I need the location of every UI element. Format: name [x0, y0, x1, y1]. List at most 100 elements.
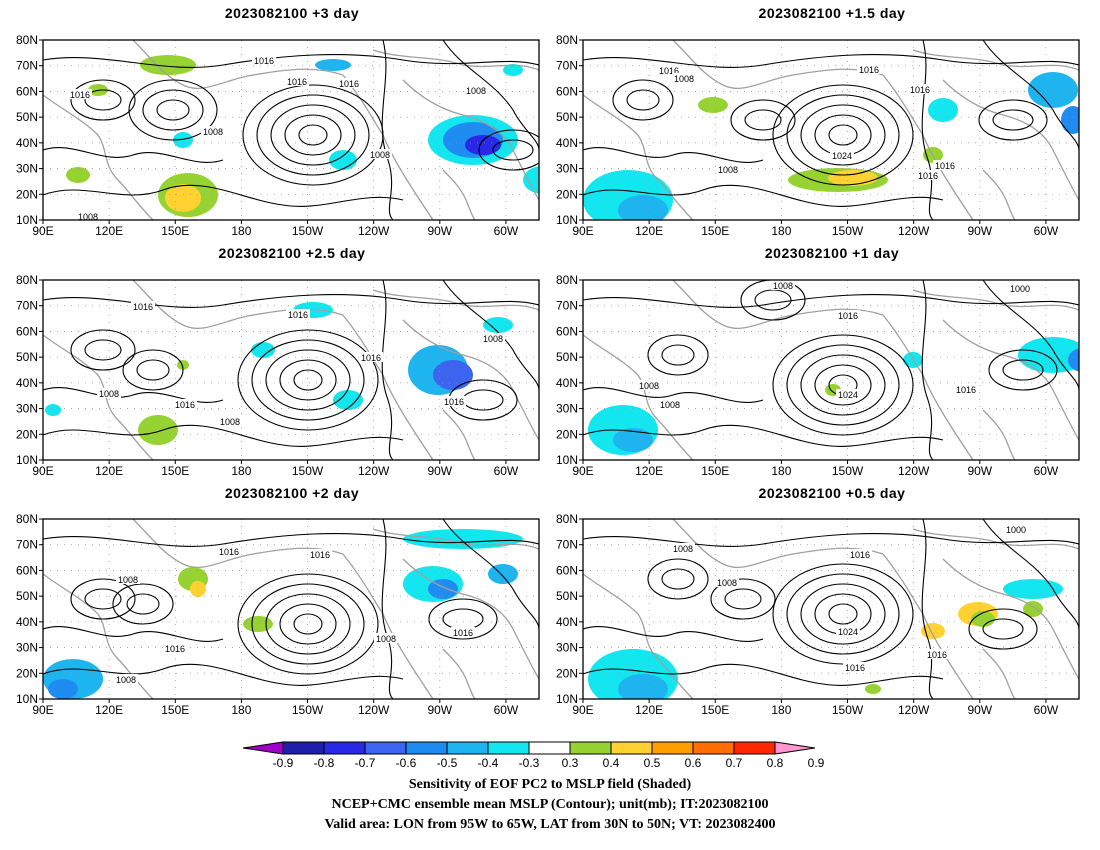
contour-label-bg — [657, 65, 681, 75]
isobar-contour — [478, 129, 539, 171]
isobar-contour-line-1 — [43, 54, 539, 68]
contour-label: 1016 — [165, 644, 185, 654]
isobar-contour — [237, 329, 379, 431]
contour-label: 1000 — [1010, 284, 1030, 294]
coastline-5 — [982, 169, 1016, 220]
isobar-contour-line-3 — [583, 626, 764, 642]
isobar-contour — [126, 593, 160, 615]
lat-tick-label: 50N — [16, 589, 38, 603]
lat-tick-label: 40N — [556, 376, 578, 390]
coastline-1 — [583, 94, 694, 220]
sensitivity-shading-8 — [1003, 579, 1063, 599]
contour-label: 1008 — [376, 634, 396, 644]
isobar-contour-line-5 — [442, 280, 539, 391]
contour-label: 1008 — [370, 150, 390, 160]
colorbar-label: 0.6 — [685, 756, 702, 770]
lon-tick-label: 60W — [1034, 224, 1059, 238]
contour-label: 1016 — [956, 385, 976, 395]
contour-label: 1008 — [639, 381, 659, 391]
colorbar-swatch — [446, 741, 489, 755]
sensitivity-shading-5 — [243, 616, 273, 632]
isobar-contour-line-4 — [921, 40, 934, 220]
contour-label-bg — [836, 626, 860, 636]
map-panel-6-svg: 1008 1016 1000 1008 1024 1016 1016 90E 120E 150E 1… — [556, 512, 1080, 717]
contour-label: 1016 — [310, 550, 330, 560]
sensitivity-shading-6 — [1023, 601, 1043, 617]
lon-tick-label: 90W — [967, 224, 992, 238]
contour-label: 1008 — [673, 544, 693, 554]
isobar-contour — [754, 289, 792, 311]
map-frame — [582, 39, 1080, 221]
lon-tick-label: 120W — [358, 464, 390, 478]
isobar-contour-line-5 — [982, 519, 1079, 630]
contour-label: 1016 — [859, 65, 879, 75]
contour-label: 1016 — [918, 171, 938, 181]
colorbar-swatch — [282, 741, 325, 755]
isobar-contour-line-2 — [43, 663, 404, 686]
isobar-contour — [968, 608, 1038, 650]
sensitivity-shading-7 — [333, 390, 363, 410]
caption-line-3: Valid area: LON from 95W to 65W, LAT fro… — [324, 817, 776, 832]
lat-tick-label: 80N — [16, 33, 38, 47]
isobar-contour-line-5 — [442, 40, 539, 151]
colorbar-swatch — [487, 741, 530, 755]
coastline-5 — [442, 409, 476, 460]
isobar-contour-line-4 — [381, 40, 394, 220]
contour-label-bg — [830, 150, 854, 160]
coastline-4 — [402, 558, 539, 680]
lat-tick-label: 70N — [556, 59, 578, 73]
colorbar-swatch — [528, 741, 571, 755]
lon-tick-label: 150W — [832, 224, 864, 238]
lat-tick-label: 20N — [556, 666, 578, 680]
contour-label-bg — [131, 301, 155, 311]
contour-label-bg — [374, 633, 398, 643]
isobar-contour — [612, 79, 674, 121]
caption-line-1: Sensitivity of EOF PC2 to MSLP field (Sh… — [408, 777, 692, 792]
lon-tick-label: 90W — [967, 703, 992, 717]
isobar-contour — [786, 94, 900, 176]
colorbar-swatch — [692, 741, 735, 755]
contour-label: 1016 — [659, 66, 679, 76]
isobar-contour — [156, 99, 190, 121]
isobar-contour-line-4 — [921, 280, 934, 460]
coastline-5 — [982, 409, 1016, 460]
isobar-contour — [256, 94, 370, 176]
sensitivity-shading-7 — [865, 684, 881, 694]
lat-tick-label: 30N — [16, 402, 38, 416]
isobar-contour — [661, 568, 695, 590]
lat-tick-label: 70N — [556, 538, 578, 552]
lat-tick-label: 70N — [16, 299, 38, 313]
contour-label: 1008 — [660, 400, 680, 410]
isobar-contour-line-1 — [43, 533, 539, 547]
lat-tick-label: 80N — [556, 33, 578, 47]
lat-tick-label: 70N — [556, 299, 578, 313]
map-panel-6: 1008 1016 1000 1008 1024 1016 1016 90E 120E 150E 1… — [556, 512, 1080, 717]
contour-label-bg — [286, 309, 310, 319]
sensitivity-shading-5 — [483, 317, 513, 333]
contour-label-bg — [217, 546, 241, 556]
isobar-contour — [270, 104, 356, 166]
isobar-contour — [626, 89, 660, 111]
contour-label: 1000 — [1006, 525, 1026, 535]
lon-tick-label: 120E — [635, 224, 663, 238]
contour-label: 1008 — [674, 74, 694, 84]
colorbar-label: 0.3 — [562, 756, 579, 770]
sensitivity-shading-10 — [523, 166, 539, 194]
colorbar-label: -0.7 — [355, 756, 376, 770]
isobar-contour — [710, 578, 776, 620]
lat-tick-label: 60N — [556, 324, 578, 338]
isobar-contour-line-2 — [583, 663, 944, 686]
contour-label: 1016 — [910, 85, 930, 95]
coastline-6 — [912, 49, 1079, 71]
map-frame — [582, 279, 1080, 461]
isobar-contour — [142, 89, 204, 131]
lat-tick-label: 40N — [16, 136, 38, 150]
contour-label: 1016 — [927, 650, 947, 660]
lon-tick-label: 120W — [358, 703, 390, 717]
isobar-contour-line-5 — [982, 280, 1079, 391]
colorbar-swatch — [651, 741, 694, 755]
lat-tick-label: 70N — [16, 59, 38, 73]
contour-label-bg — [68, 89, 92, 99]
isobar-contour — [992, 109, 1034, 131]
sensitivity-shading-4 — [1068, 348, 1079, 372]
